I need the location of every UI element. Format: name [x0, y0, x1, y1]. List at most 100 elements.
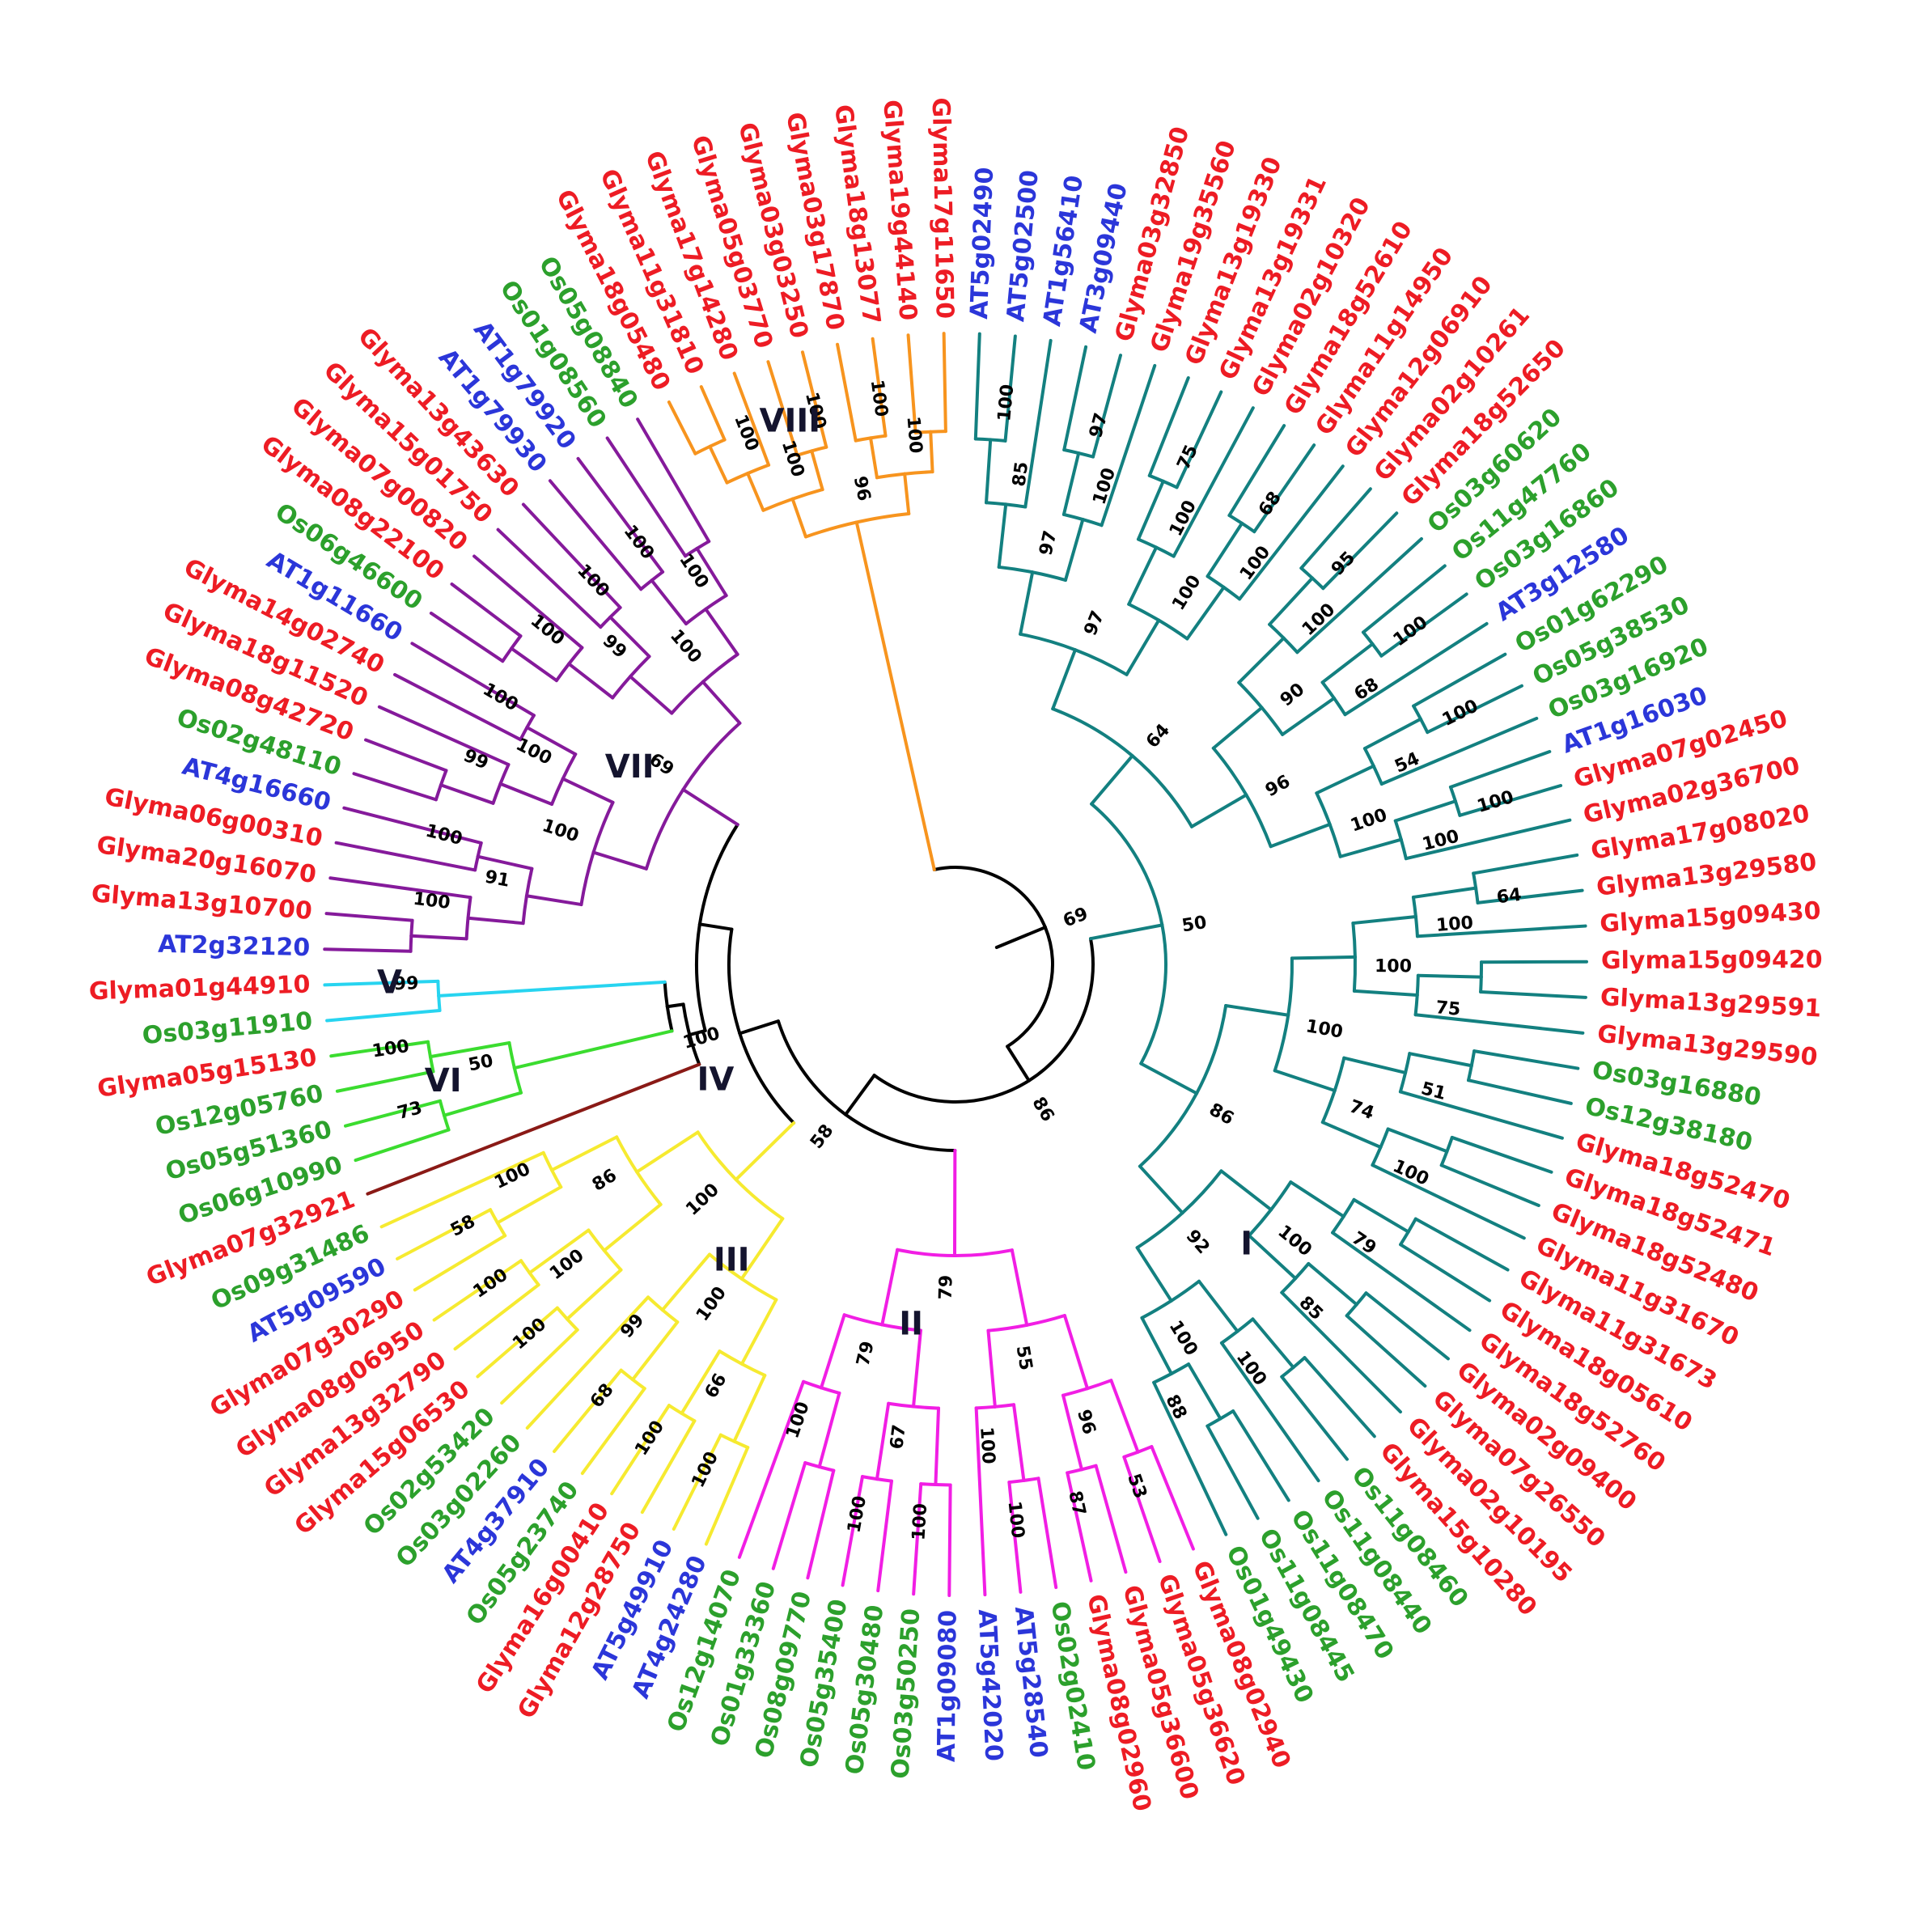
bootstrap-value: 90: [1277, 680, 1309, 711]
branch: [820, 1393, 840, 1467]
branch: [354, 773, 435, 799]
branch: [1012, 1250, 1027, 1325]
branch: [871, 438, 877, 477]
bootstrap-value: 100: [412, 889, 451, 913]
branch: [1478, 891, 1583, 903]
branch-arc: [742, 1364, 765, 1375]
branch-arc: [1468, 1066, 1472, 1080]
bootstrap-value: 50: [467, 1051, 495, 1076]
branch: [1323, 644, 1373, 683]
branch: [976, 334, 980, 439]
branch-arc: [820, 1467, 834, 1471]
branch-arc: [1288, 958, 1292, 1015]
branch-arc: [527, 869, 532, 896]
branch-arc: [763, 499, 792, 511]
branch-arc: [734, 1442, 748, 1448]
branch: [1093, 355, 1121, 456]
branch-arc: [502, 648, 511, 661]
branch-arc: [1323, 1091, 1335, 1122]
branch-arc: [1156, 548, 1174, 557]
branch-arc: [552, 1170, 561, 1187]
branch-arc: [1282, 1278, 1295, 1292]
bootstrap-value: 100: [1003, 1500, 1028, 1539]
root-stub: [997, 927, 1045, 947]
branch-arc: [475, 857, 478, 871]
branch-arc: [1372, 1147, 1380, 1165]
branch-arc: [1159, 621, 1187, 639]
bootstrap-value: 74: [1346, 1096, 1376, 1124]
branch-arc: [1214, 748, 1247, 795]
bootstrap-value: 95: [1328, 548, 1359, 579]
leaf-label: Glyma15g09430: [1599, 896, 1821, 938]
bootstrap-value: 100: [540, 816, 582, 846]
branch-arc: [498, 1222, 505, 1235]
branch-arc: [1138, 1213, 1183, 1248]
branch-arc: [1082, 1466, 1096, 1470]
branch-arc: [1330, 824, 1341, 857]
branch-arc: [877, 1479, 892, 1481]
leaf-label: AT1g09080: [933, 1610, 963, 1762]
branch-arc: [663, 1310, 677, 1322]
branch: [1481, 992, 1586, 998]
branch-arc: [467, 918, 468, 939]
branch-arc: [1365, 748, 1374, 766]
branch: [1151, 1447, 1193, 1549]
branch-arc: [594, 803, 613, 853]
branch-arc: [438, 981, 439, 996]
branch-arc: [411, 921, 412, 936]
branch-arc: [748, 465, 769, 473]
branch: [366, 740, 446, 771]
branch: [1199, 1282, 1238, 1332]
branch: [327, 913, 413, 921]
bootstrap-value: 53: [1123, 1471, 1150, 1501]
branch: [986, 439, 990, 502]
branch: [1347, 1316, 1426, 1386]
bootstrap-value: 64: [1495, 885, 1522, 909]
branch-arc: [1417, 976, 1418, 995]
leaf-label: Os03g50250: [886, 1608, 926, 1780]
branch: [935, 1409, 939, 1485]
branch: [1111, 1380, 1138, 1452]
branch: [1064, 347, 1086, 450]
bootstrap-value: 100: [909, 1502, 931, 1540]
branch: [811, 451, 822, 489]
branch: [1065, 1316, 1087, 1388]
branch-arc: [1124, 1452, 1138, 1457]
branch: [1323, 513, 1396, 588]
branch-arc: [1064, 515, 1083, 519]
branch: [1344, 1058, 1405, 1073]
branch: [1064, 453, 1078, 515]
bootstrap-value: 100: [1304, 1016, 1345, 1043]
branch-arc: [1006, 504, 1025, 506]
branch-arc: [1335, 1058, 1345, 1091]
branch-arc: [1083, 519, 1101, 525]
bootstrap-value: 68: [1351, 674, 1383, 705]
branch-arc: [727, 473, 748, 482]
branch: [511, 648, 557, 680]
branch-arc: [1400, 1073, 1405, 1091]
branch-arc: [411, 936, 412, 951]
branch: [1442, 1165, 1539, 1205]
branch-arc: [1455, 801, 1460, 816]
branch: [669, 402, 695, 454]
branch: [441, 785, 494, 803]
branch-arc: [1416, 917, 1417, 936]
branch: [930, 432, 932, 472]
clade-label-VIII: VIII: [760, 403, 821, 440]
branch: [1014, 1405, 1023, 1481]
leaf-label: Glyma13g10700: [91, 879, 313, 926]
branch-arc: [703, 655, 738, 682]
bootstrap-value: 51: [1419, 1078, 1448, 1104]
branch: [1481, 962, 1587, 963]
backbone-branch: [845, 1075, 874, 1114]
branch-arc: [805, 1463, 820, 1467]
branch-arc: [530, 1273, 539, 1285]
branch: [1354, 1200, 1409, 1232]
branch-arc: [1239, 683, 1261, 708]
branch-arc: [875, 1075, 1029, 1102]
branch: [1354, 991, 1417, 995]
branch-arc: [569, 648, 582, 664]
branch-arc: [706, 595, 726, 609]
